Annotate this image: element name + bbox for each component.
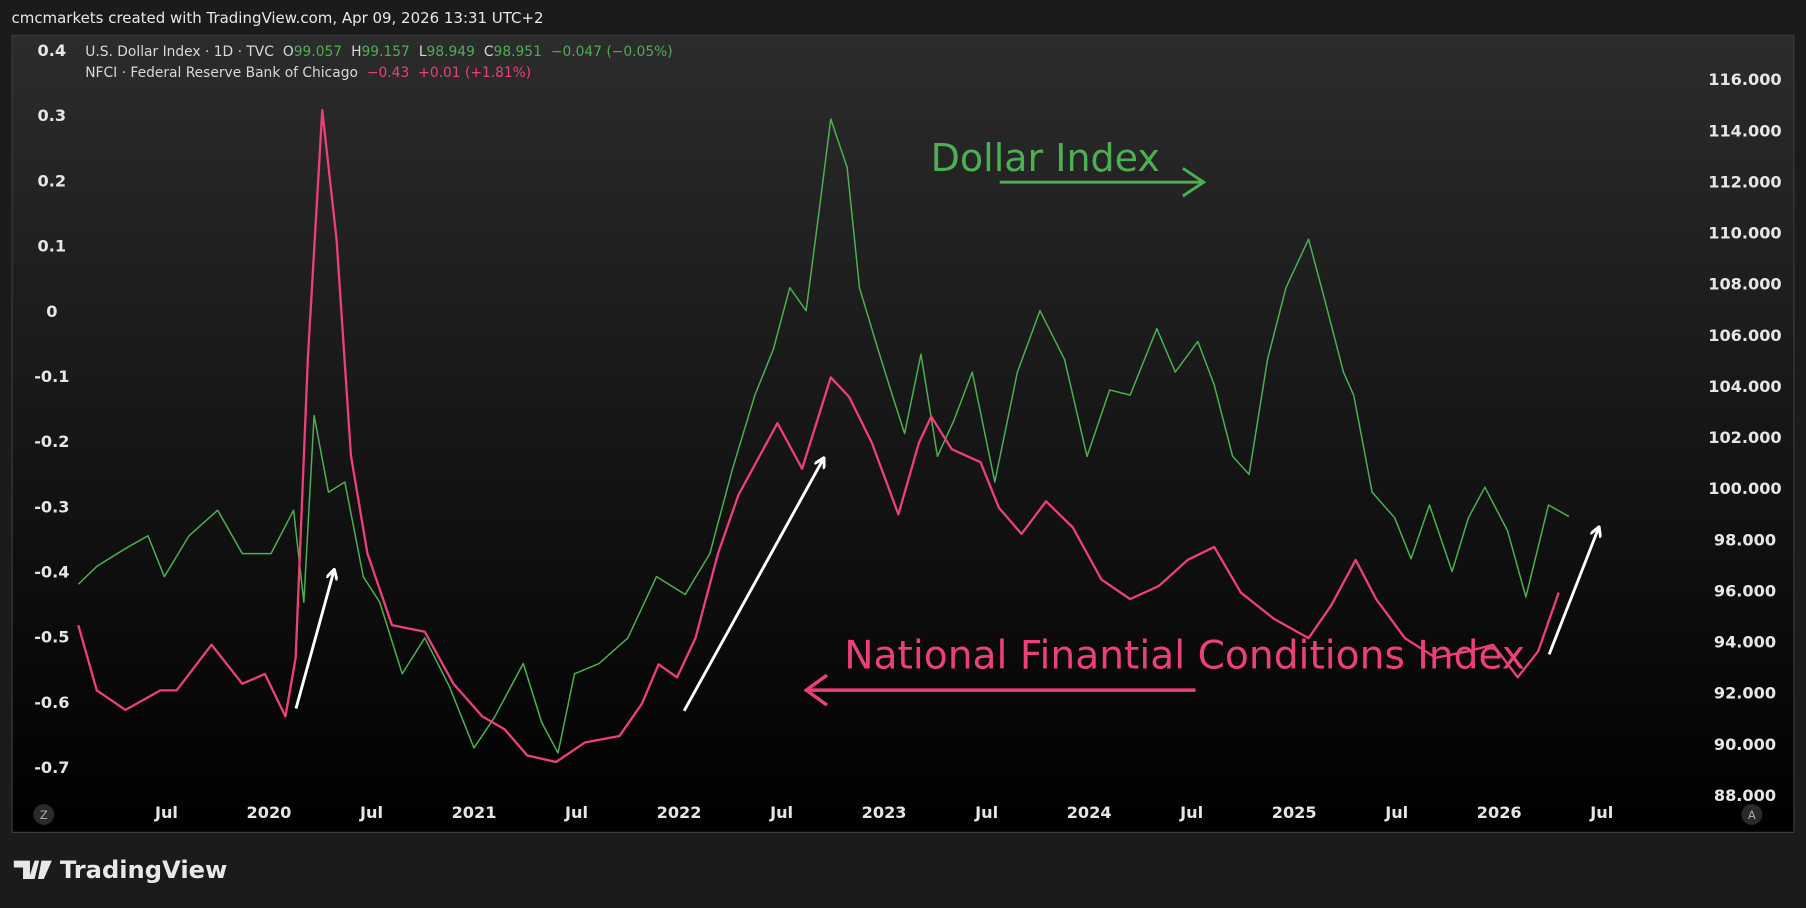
x-tick-label: Jul [564,803,588,822]
credit: cmcmarkets created with TradingView.com,… [12,9,544,27]
scale-button-label[interactable]: A [1748,808,1756,822]
y-tick-label: 0.1 [38,237,67,256]
x-tick-label: Jul [1384,803,1408,822]
y-tick-label: -0.4 [34,563,69,582]
legend-entry: NFCI · Federal Reserve Bank of Chicago −… [85,65,531,81]
y-tick-label: 0.3 [38,106,67,125]
y2-tick-label: 108.000 [1708,275,1781,294]
ohlc-value: 98.949 [427,44,475,60]
scale-button[interactable] [1741,804,1763,825]
x-tick-label: 2026 [1477,803,1522,822]
logo: TradingView [13,856,227,884]
y-tick-label: -0.1 [34,367,69,386]
ohlc-label: C [484,44,494,60]
y-tick-label: -0.6 [34,693,69,712]
change: +0.01 (+1.81%) [418,65,531,81]
x-tick-label: 2024 [1067,803,1112,822]
x-tick-label: 2025 [1272,803,1317,822]
x-tick-label: 2021 [452,803,497,822]
y2-tick-label: 114.000 [1708,121,1781,140]
y2-tick-label: 88.000 [1714,786,1776,805]
scale-button-label[interactable]: Z [40,808,48,822]
y-tick-label: 0 [46,302,57,321]
y2-tick-label: 96.000 [1714,581,1776,600]
x-tick-label: Jul [1179,803,1203,822]
x-tick-label: Jul [1589,803,1613,822]
y2-tick-label: 94.000 [1714,633,1776,652]
last-value: −0.43 [367,65,409,81]
x-tick-label: Jul [974,803,998,822]
ohlc-label: H [351,44,361,60]
y2-tick-label: 116.000 [1708,70,1781,89]
y2-tick-label: 106.000 [1708,326,1781,345]
x-tick-label: 2022 [657,803,702,822]
y2-tick-label: 90.000 [1714,735,1776,754]
ohlc-label: L [419,44,427,60]
y2-tick-label: 92.000 [1714,684,1776,703]
series-line [77,118,1570,754]
series-line [77,109,1560,764]
y-tick-label: 0.2 [38,171,67,190]
legend-entry: U.S. Dollar Index · 1D · TVC O99.057 H99… [85,44,672,60]
ohlc-value: 99.057 [294,44,342,60]
plot-area [11,34,1795,833]
legend-name: U.S. Dollar Index · 1D · TVC [85,44,274,60]
ohlc-label: O [283,44,294,60]
y2-tick-label: 112.000 [1708,172,1781,191]
arrow [682,459,823,712]
y2-tick-label: 102.000 [1708,428,1781,447]
y-tick-label: -0.5 [34,628,69,647]
x-tick-label: 2020 [247,803,292,822]
annotation: Dollar Index [931,136,1160,180]
arrow [1547,528,1599,655]
logo-mark [13,860,52,880]
x-tick-label: Jul [154,803,178,822]
y2-tick-label: 98.000 [1714,530,1776,549]
y-tick-label: -0.7 [34,758,69,777]
scale-button[interactable] [33,804,55,825]
y-tick-label: -0.3 [34,497,69,516]
plot-layer: 0.4 0.3 0.2 0.1 0 -0.1 -0.2 -0.3 -0.4 -0.5 -0.6 -0.… [34,41,1781,822]
brand: TradingView [60,856,227,884]
legend-name: NFCI · Federal Reserve Bank of Chicago [85,65,358,81]
arrow [294,570,334,709]
x-tick-label: Jul [769,803,793,822]
x-tick-label: 2023 [862,803,907,822]
annotation: National Finantial Conditions Index [844,633,1525,678]
y2-tick-label: 104.000 [1708,377,1781,396]
y2-tick-label: 110.000 [1708,224,1781,243]
ohlc-value: 99.157 [362,44,410,60]
x-tick-label: Jul [359,803,383,822]
y2-tick-label: 100.000 [1708,479,1781,498]
y-tick-label: 0.4 [38,41,67,60]
change: −0.047 (−0.05%) [551,44,673,60]
y-tick-label: -0.2 [34,432,69,451]
ohlc-value: 98.951 [494,44,542,60]
